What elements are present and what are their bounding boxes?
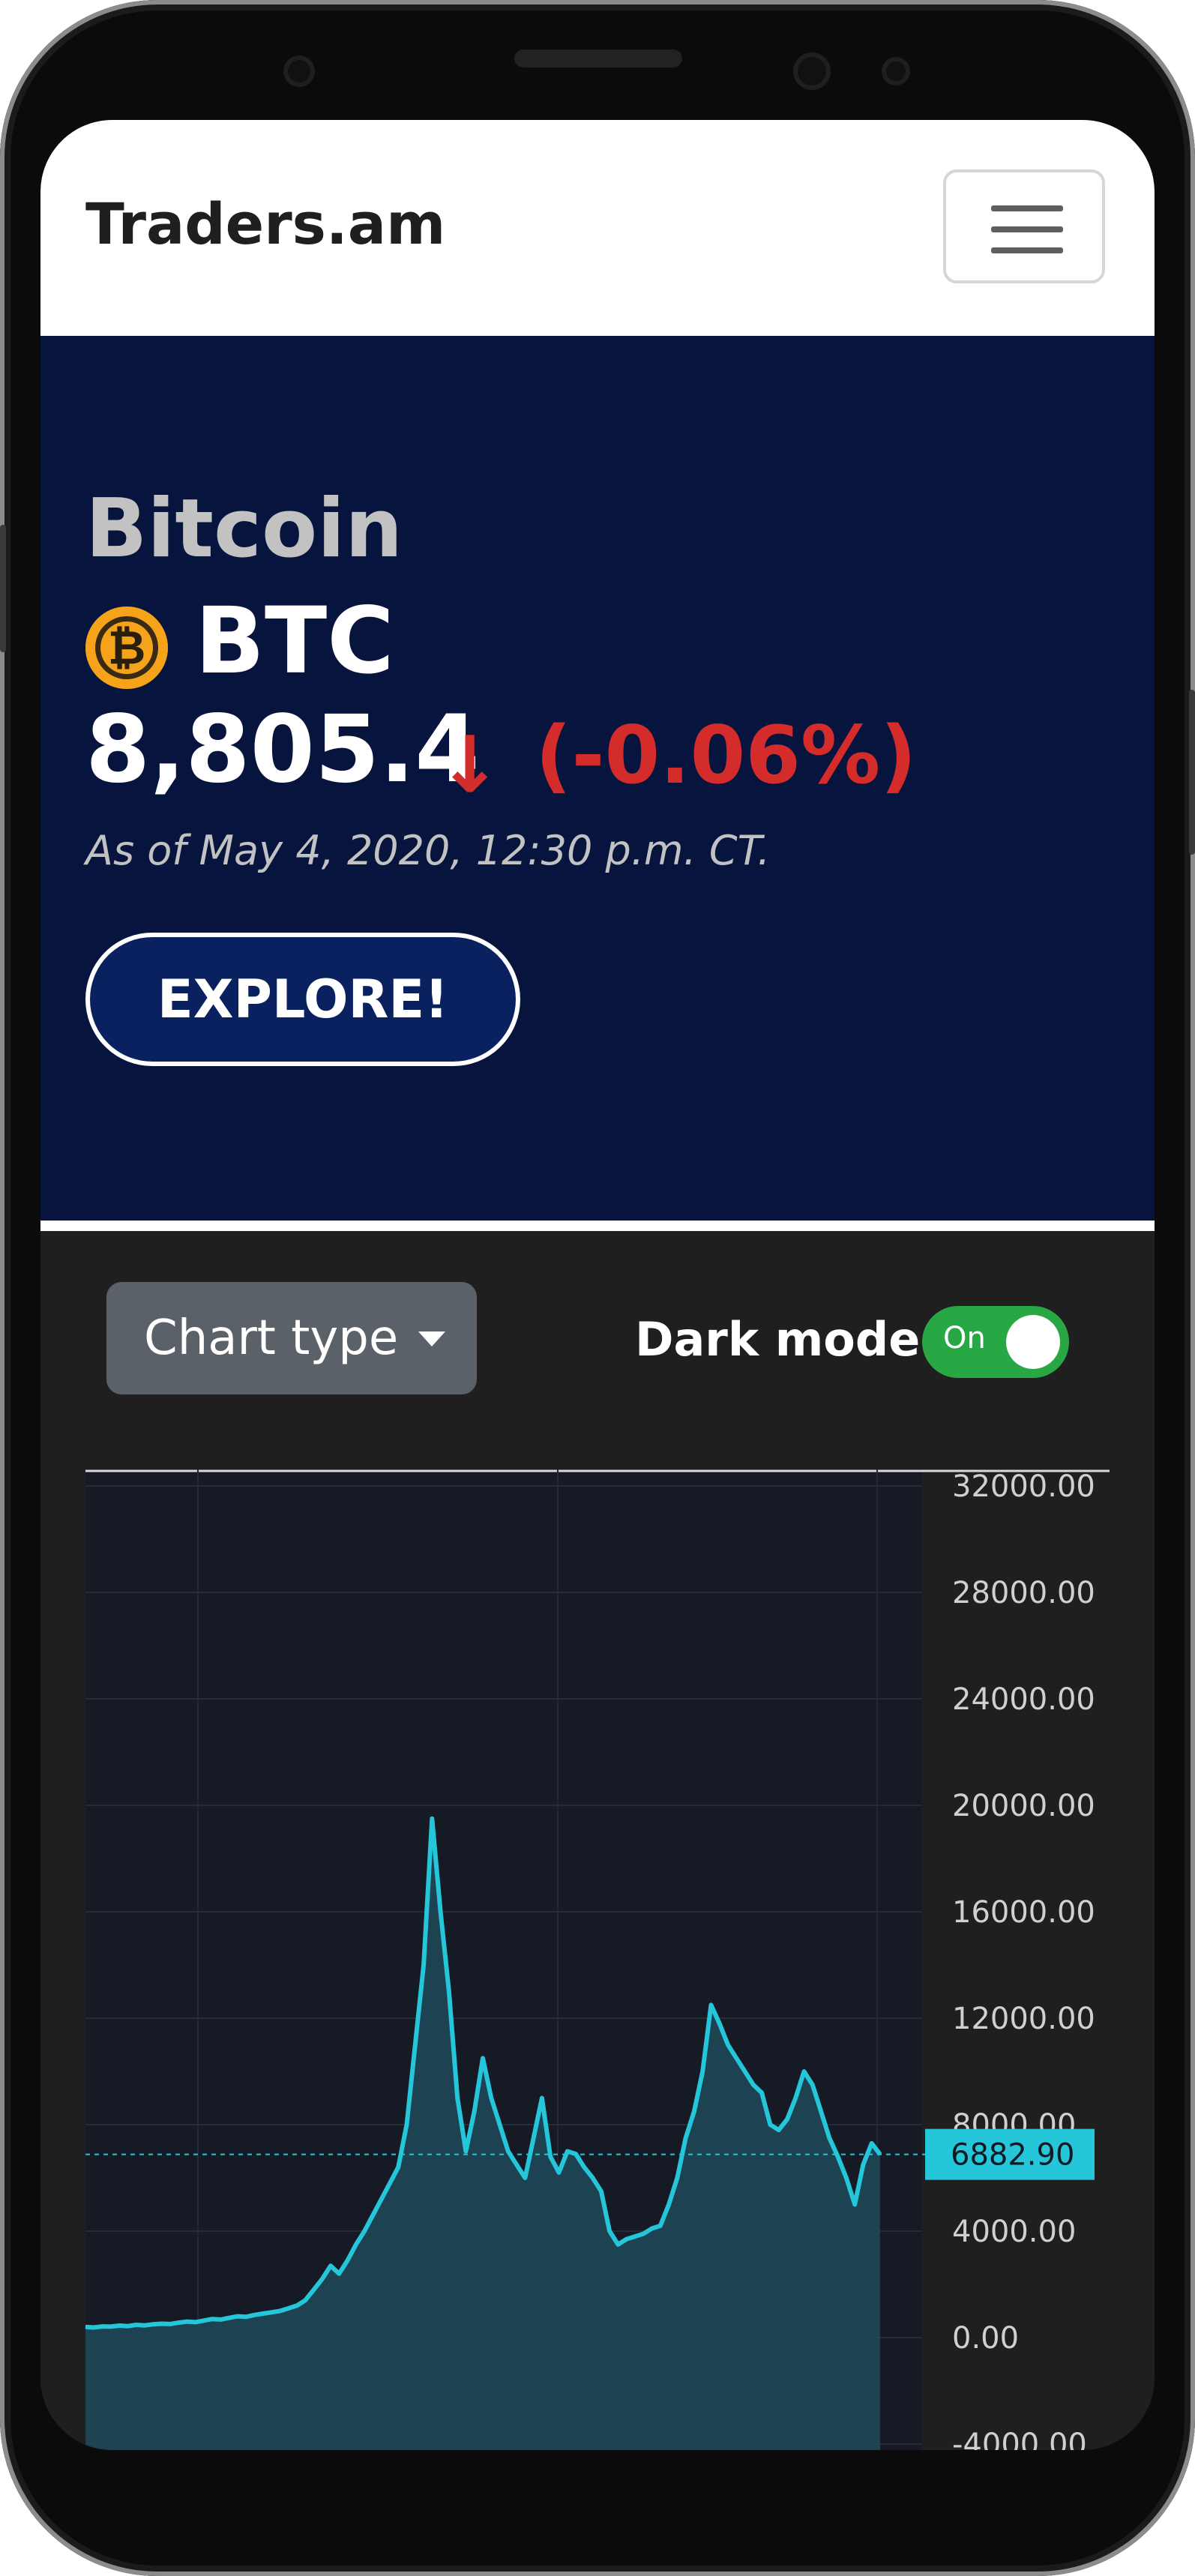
power-button	[1189, 690, 1195, 855]
price-timestamp: As of May 4, 2020, 12:30 p.m. CT.	[85, 827, 771, 874]
y-tick-label: 16000.00	[952, 1895, 1095, 1930]
y-tick-label: 32000.00	[952, 1469, 1095, 1504]
toggle-knob	[1006, 1315, 1060, 1369]
menu-toggle-button[interactable]	[943, 169, 1105, 283]
price-change: (-0.06%)	[535, 709, 917, 801]
navbar: Traders.am	[40, 120, 1155, 336]
hamburger-icon-bar	[991, 247, 1063, 253]
price-line	[85, 1816, 882, 2330]
volume-button	[0, 525, 6, 652]
dark-mode-label: Dark mode	[635, 1312, 921, 1367]
last-price-label: 6882.90	[951, 2138, 1074, 2173]
sensor	[798, 57, 826, 85]
hamburger-icon	[991, 205, 1063, 211]
y-tick-label: -4000.00	[952, 2428, 1087, 2450]
front-camera	[288, 60, 310, 82]
chart-type-dropdown[interactable]: Chart type	[106, 1282, 477, 1394]
hero-section: Bitcoin ₿ BTC 8,805.4 ↓ (-0.06%) As of M…	[40, 336, 1155, 1221]
asset-name: Bitcoin	[85, 482, 403, 576]
brand-logo[interactable]: Traders.am	[85, 190, 446, 257]
screen: Traders.am Bitcoin ₿ BTC 8,805.4 ↓ (-0.0…	[40, 120, 1155, 2450]
y-tick-label: 12000.00	[952, 2002, 1095, 2036]
y-tick-label: 20000.00	[952, 1789, 1095, 1823]
price-chart[interactable]: 32000.00 28000.00 24000.00 20000.00 16000.00…	[40, 1469, 1155, 2450]
chart-type-label: Chart type	[144, 1310, 399, 1366]
bitcoin-icon: ₿	[85, 607, 168, 689]
y-tick-label: 0.00	[952, 2321, 1019, 2356]
sensor-small	[886, 61, 906, 81]
section-divider	[40, 1221, 1155, 1231]
explore-button[interactable]: EXPLORE!	[85, 933, 520, 1066]
asset-symbol: BTC	[195, 588, 394, 694]
y-tick-label: 4000.00	[952, 2215, 1076, 2249]
y-tick-label: 24000.00	[952, 1682, 1095, 1717]
last-price-badge	[925, 2128, 1095, 2180]
toggle-state-label: On	[943, 1321, 986, 1355]
price-chart-svg[interactable]: 32000.00 28000.00 24000.00 20000.00 16000.00…	[40, 1469, 1155, 2450]
asset-price: 8,805.4	[85, 696, 480, 804]
dark-mode-toggle[interactable]: On	[922, 1306, 1069, 1378]
arrow-down-icon: ↓	[437, 719, 503, 810]
y-tick-label: 28000.00	[952, 1576, 1095, 1610]
price-area	[85, 1818, 880, 2450]
hamburger-icon-bar	[991, 226, 1063, 232]
caret-down-icon	[418, 1331, 445, 1346]
speaker-grille	[514, 49, 682, 67]
